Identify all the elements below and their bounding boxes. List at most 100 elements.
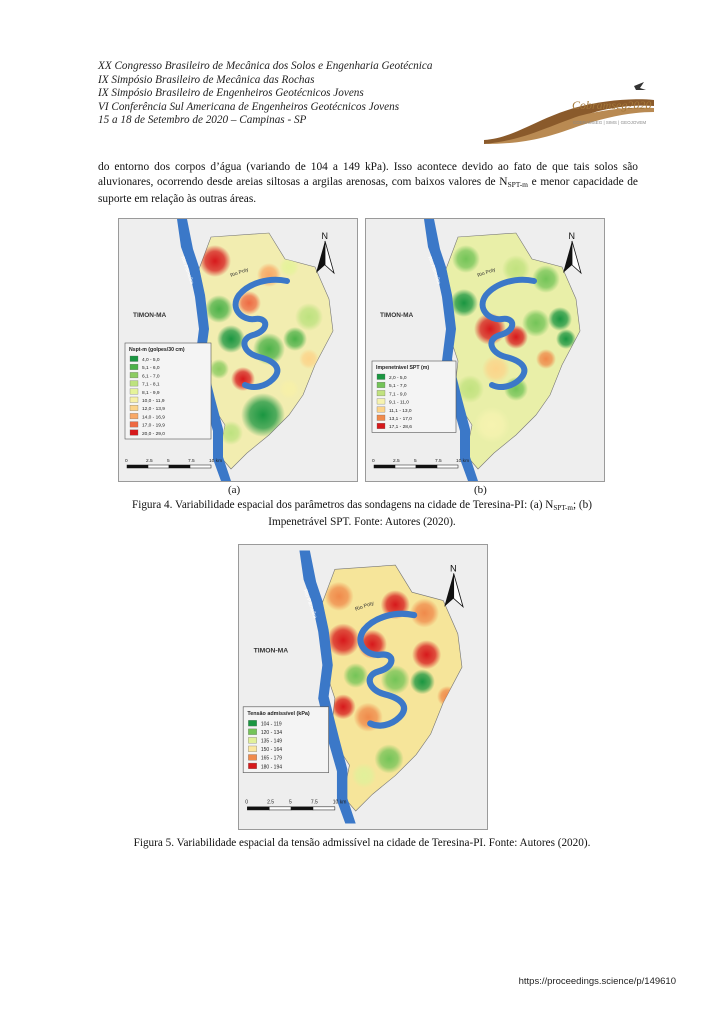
legend-item-label: 6,1 - 7,0	[142, 373, 160, 379]
svg-text:N: N	[450, 563, 457, 573]
footer-url[interactable]: https://proceedings.science/p/149610	[518, 976, 676, 987]
legend-item-label: 104 - 119	[261, 722, 282, 728]
map-zone	[209, 359, 229, 379]
figure4-label-b: (b)	[474, 484, 487, 496]
river-parnaiba	[299, 550, 356, 824]
figure4-caption: Figura 4. Variabilidade espacial dos par…	[70, 498, 654, 529]
river-parnaiba	[424, 219, 478, 481]
header-line: XX Congresso Brasileiro de Mecânica dos …	[98, 60, 433, 72]
map-zone	[343, 663, 369, 689]
legend-swatch	[248, 762, 257, 769]
legend-item-label: 135 - 149	[261, 739, 282, 745]
header-line: IX Simpósio Brasileiro de Engenheiros Ge…	[98, 87, 364, 100]
river-poty	[232, 276, 290, 390]
legend-item-label: 13,1 - 17,0	[389, 416, 412, 422]
scale-tick-label: 10 km	[209, 458, 222, 464]
legend-item-label: 20,0 - 29,0	[142, 431, 165, 437]
map-zone	[217, 325, 245, 353]
legend-item-label: 12,0 - 13,9	[142, 406, 165, 412]
map-zone	[409, 669, 435, 695]
map-svg: Rio Parnaíba Rio PotyTIMON-MANImpenetráve…	[371, 219, 582, 481]
river-poty	[357, 610, 418, 729]
map-zone	[474, 407, 510, 443]
map-legend: Impenetrável SPT (m) 2,0 - 5,0 5,1 - 7,0 7,…	[371, 360, 457, 433]
map-zone	[299, 349, 319, 369]
map-zone	[199, 245, 231, 277]
map-zone	[279, 379, 299, 399]
map-zone	[536, 349, 556, 369]
scale-tick-label: 2.5	[393, 458, 400, 464]
scale-tick-label: 5	[167, 458, 170, 464]
caption-subscript: SPT-m	[553, 504, 574, 512]
logo-subtext: COBRAMSEG | SIMS | GEOJOVEM	[573, 120, 647, 125]
legend-swatch	[129, 364, 139, 370]
legend-swatch	[129, 405, 139, 411]
map-zone	[351, 763, 377, 789]
legend-swatch	[376, 406, 386, 413]
legend-item-label: 14,0 - 16,9	[142, 414, 165, 420]
legend-item-label: 4,0 - 5,0	[142, 357, 160, 363]
scale-bar: 0 2.5 5 7.5 10 km	[125, 458, 222, 469]
header-line: VI Conferência Sul Americana de Engenhei…	[98, 100, 400, 113]
river-poty	[479, 276, 537, 390]
legend-swatch	[248, 737, 257, 744]
paragraph-text-end: e menor capacidade de suporte em relação…	[98, 176, 638, 205]
logo-text: Cobramseg2020	[572, 98, 652, 112]
scale-tick-label: 10 km	[333, 800, 347, 806]
map-zone	[219, 421, 243, 445]
legend-title: Tensão admissível (kPa)	[247, 711, 310, 717]
figure5-map: Rio Parnaíba Rio Poty TIMON-MA N Tensão admi…	[238, 544, 488, 830]
city-label-timon: TIMON-MA	[133, 312, 167, 319]
scale-bar: 0 2.5 5 7.5 10 km	[245, 800, 347, 811]
legend-swatch	[248, 745, 257, 752]
map-zone	[522, 309, 550, 337]
map-zone	[502, 255, 530, 283]
map-zone	[330, 694, 356, 720]
map-zone	[241, 393, 285, 437]
legend-swatch	[248, 754, 257, 761]
legend-item-label: 8,1 - 9,9	[142, 390, 160, 396]
map-zone	[532, 265, 560, 293]
legend-item-label: 17,0 - 19,9	[142, 423, 165, 429]
legend-swatch	[376, 398, 386, 405]
north-arrow-icon: N	[316, 231, 335, 275]
legend-swatch	[129, 413, 139, 420]
map-zone	[205, 295, 233, 323]
legend-item-label: 150 - 164	[261, 747, 282, 753]
legend-swatch	[129, 421, 139, 428]
header-line: IX Simpósio Brasileiro de Mecânica das R…	[98, 73, 315, 86]
map-legend: Tensão admissível (kPa) 104 - 119 120 - 13…	[242, 706, 329, 773]
scale-tick-label: 7.5	[311, 800, 318, 806]
map-zone	[456, 375, 484, 403]
legend-swatch	[376, 423, 386, 429]
legend-item-label: 10,0 - 11,9	[142, 398, 165, 404]
legend-swatch	[376, 390, 386, 397]
map-legend: Nspt-m (golpes/30 cm) 4,0 - 5,0 5,1 - 6,0 6…	[124, 342, 212, 440]
scale-tick-label: 0	[372, 458, 375, 464]
legend-item-label: 5,1 - 6,0	[142, 365, 160, 371]
legend-item-label: 180 - 194	[261, 764, 282, 770]
caption-text-mid: ; (b)	[573, 499, 592, 511]
scale-tick-label: 7.5	[188, 458, 195, 464]
caption-text: Figura 4. Variabilidade espacial dos par…	[132, 499, 554, 511]
legend-swatch	[376, 373, 386, 380]
svg-text:N: N	[322, 231, 329, 241]
legend-swatch	[129, 372, 139, 379]
scale-tick-label: 7.5	[435, 458, 442, 464]
svg-text:N: N	[569, 231, 576, 241]
map-zone	[283, 327, 307, 351]
map-zone	[374, 744, 404, 774]
legend-item-label: 11,1 - 13,0	[389, 408, 412, 414]
legend-item-label: 165 - 179	[261, 756, 282, 762]
figure4-label-a: (a)	[228, 484, 241, 496]
north-arrow-icon: N	[563, 231, 582, 275]
legend-item-label: 9,1 - 11,0	[389, 400, 409, 406]
conference-header: XX Congresso Brasileiro de Mecânica dos …	[98, 60, 432, 128]
legend-item-label: 7,1 - 8,1	[142, 382, 160, 388]
north-arrow-icon: N	[444, 563, 464, 609]
scale-tick-label: 10 km	[456, 458, 469, 464]
scale-tick-label: 2.5	[146, 458, 153, 464]
legend-item-label: 2,0 - 5,0	[389, 375, 407, 381]
